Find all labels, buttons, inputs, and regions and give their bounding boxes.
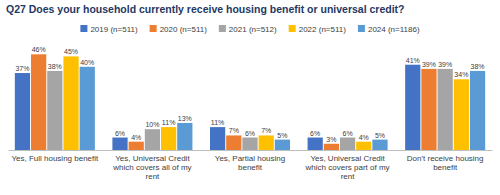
x-tick: Yes, Full housing benefit (11, 150, 99, 163)
data-label: 41% (406, 57, 420, 64)
bar (63, 56, 78, 150)
bar (438, 69, 453, 150)
bar (145, 129, 160, 150)
bar (161, 127, 176, 150)
legend-swatch (358, 25, 365, 32)
data-label: 46% (32, 46, 46, 53)
legend-label: 2021 (n=512) (229, 25, 277, 34)
legend-item: 2021 (n=512) (219, 25, 277, 34)
bar (177, 123, 192, 150)
x-axis-line (9, 150, 493, 151)
bars (15, 54, 485, 150)
bar (372, 140, 387, 150)
data-label: 7% (261, 127, 271, 134)
bar (242, 138, 257, 150)
x-axis: Yes, Full housing benefit Yes, Universal … (9, 150, 493, 181)
data-label: 10% (145, 121, 159, 128)
data-label: 40% (80, 59, 94, 66)
legend-swatch (219, 25, 226, 32)
legend-label: 2019 (n=511) (90, 25, 138, 34)
legend-swatch (80, 25, 87, 32)
bar (275, 140, 290, 150)
bar (308, 138, 323, 150)
data-label: 37% (15, 65, 29, 72)
data-label: 38% (471, 63, 485, 70)
legend-swatch (289, 25, 296, 32)
bar (129, 142, 144, 150)
data-label: 11% (162, 119, 176, 126)
data-label: 7% (229, 127, 239, 134)
data-label: 3% (326, 136, 336, 143)
chart-title: Q27 Does your household currently receiv… (6, 3, 405, 15)
bar (324, 144, 339, 150)
bar (15, 73, 30, 150)
bar (356, 142, 371, 150)
bar (454, 79, 469, 150)
data-label: 38% (48, 63, 62, 70)
legend: 2019 (n=511) 2020 (n=511) 2021 (n=512) 2022… (80, 25, 420, 34)
data-label: 4% (359, 134, 369, 141)
data-label: 45% (64, 48, 78, 55)
legend-item: 2020 (n=511) (150, 25, 208, 34)
legend-item: 2024 (n=1186) (358, 25, 420, 34)
data-label: 39% (422, 61, 436, 68)
data-label: 5% (277, 132, 287, 139)
data-label: 6% (115, 130, 125, 137)
x-tick-label: Yes, Universal Creditwhich covers all of… (112, 154, 191, 181)
x-tick-label: Don't receive housingbenefit (407, 154, 484, 172)
bar (421, 69, 436, 150)
legend-label: 2022 (n=511) (299, 25, 347, 34)
data-label: 39% (438, 61, 452, 68)
x-tick: Yes, Universal Creditwhich covers part o… (305, 150, 390, 181)
data-label: 11% (211, 119, 225, 126)
legend-label: 2020 (n=511) (160, 25, 208, 34)
x-tick-label: Yes, Partial housingbenefit (215, 154, 285, 172)
bar (210, 127, 225, 150)
data-label: 5% (375, 132, 385, 139)
bar (340, 138, 355, 150)
legend-swatch (150, 25, 157, 32)
data-label: 13% (178, 115, 192, 122)
bar (259, 135, 274, 150)
x-tick: Don't receive housingbenefit (407, 150, 484, 172)
bar (226, 135, 241, 150)
data-label: 6% (245, 130, 255, 137)
data-labels: 37%46%38%45%40%6%4%10%11%13%11%7%6%7%5%6… (15, 46, 484, 142)
legend-label: 2024 (n=1186) (368, 25, 420, 34)
data-label: 6% (343, 130, 353, 137)
x-tick: Yes, Partial housingbenefit (215, 150, 285, 172)
bar (47, 71, 62, 150)
bar (80, 67, 95, 150)
x-tick-label: Yes, Universal Creditwhich covers part o… (305, 154, 390, 181)
legend-item: 2019 (n=511) (80, 25, 138, 34)
x-tick: Yes, Universal Creditwhich covers all of… (112, 150, 191, 181)
x-tick-label: Yes, Full housing benefit (11, 154, 99, 163)
data-label: 4% (131, 134, 141, 141)
data-label: 34% (454, 71, 468, 78)
bar (470, 71, 485, 150)
data-label: 6% (310, 130, 320, 137)
bar (112, 138, 127, 150)
bar (405, 65, 420, 150)
legend-item: 2022 (n=511) (289, 25, 347, 34)
bar (31, 54, 46, 150)
